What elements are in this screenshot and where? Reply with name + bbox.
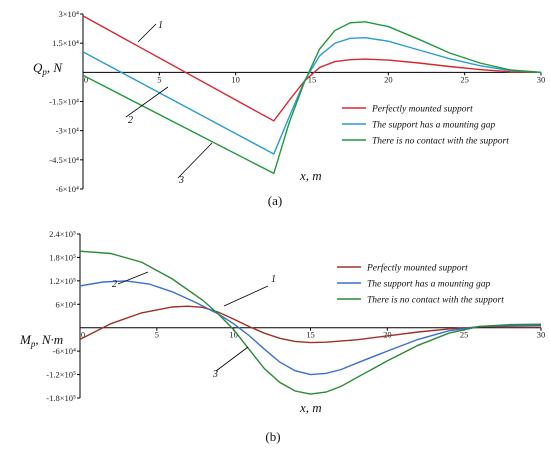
x-tick-label: 0 [81, 330, 85, 340]
panel-tag: (b) [265, 429, 280, 444]
y-tick-label: -6×10⁴ [53, 346, 76, 356]
curve-number-2: 2 [128, 115, 133, 126]
y-tick-label: 6×10⁴ [55, 299, 76, 309]
x-tick-label: 25 [460, 74, 469, 84]
x-tick-label: 30 [537, 330, 546, 340]
legend-label-3: There is no contact with the support [372, 137, 509, 147]
legend-label-3: There is no contact with the support [367, 296, 504, 306]
curve-leader-3 [177, 142, 213, 179]
y-tick-label: -1.5×10⁴ [49, 97, 79, 107]
curve-number-1: 1 [271, 274, 276, 285]
x-tick-label: 0 [84, 74, 88, 84]
x-tick-label: 30 [537, 74, 546, 84]
x-tick-label: 15 [306, 330, 315, 340]
x-tick-label: 25 [460, 330, 469, 340]
x-tick-label: 5 [157, 74, 161, 84]
x-tick-label: 5 [155, 330, 159, 340]
y-tick-label: 1.2×10⁵ [49, 276, 76, 286]
legend-label-2: The support has a mounting gap [372, 121, 495, 131]
x-axis-label: x, m [299, 168, 322, 183]
series-line-3 [79, 250, 542, 395]
curve-leader-1 [137, 23, 157, 43]
curve-leader-2 [117, 271, 149, 285]
y-tick-label: 1.8×10⁵ [49, 252, 76, 262]
series-line-1 [82, 15, 542, 122]
y-tick-label: -1.2×10⁵ [46, 370, 76, 380]
y-tick-label: -4.5×10⁴ [49, 155, 79, 165]
curve-number-3: 3 [178, 175, 184, 186]
x-tick-label: 10 [231, 74, 240, 84]
curve-leader-2 [125, 86, 169, 118]
series-line-2 [82, 36, 542, 155]
x-axis-label: x, m [299, 400, 322, 415]
y-tick-label: -1.8×10⁵ [46, 393, 76, 403]
series-line-2 [79, 280, 542, 376]
curve-number-2: 2 [112, 279, 117, 290]
curve-leader-1 [223, 285, 269, 307]
y-tick-label: -3×10⁴ [56, 126, 79, 136]
x-tick-label: 10 [229, 330, 238, 340]
series-line-1 [79, 305, 542, 344]
y-axis-label: Qp, N [33, 60, 63, 77]
legend-label-1: Perfectly mounted support [366, 263, 468, 274]
y-tick-label: 1.5×10⁴ [52, 38, 79, 48]
curve-number-3: 3 [212, 369, 218, 380]
curve-leader-3 [215, 346, 249, 372]
curve-number-1: 1 [158, 20, 163, 31]
panel-tag: (a) [268, 193, 282, 208]
x-tick-label: 20 [383, 330, 392, 340]
series-line-3 [82, 21, 542, 175]
y-tick-label: 3×10⁴ [58, 9, 79, 19]
chart-panel-a: 0 5 10 15 20 25 30 3×10⁴ 1.5×10⁴ -1.5×10⁴ -3×10⁴ -4… [33, 9, 545, 208]
y-tick-label: 2.4×10⁵ [49, 229, 76, 239]
legend-label-2: The support has a mounting gap [367, 280, 490, 290]
legend-label-1: Perfectly mounted support [371, 104, 473, 115]
y-tick-label: -6×10⁴ [56, 184, 79, 194]
x-tick-label: 20 [384, 74, 393, 84]
x-tick-label: 15 [308, 74, 317, 84]
chart-panel-b: 0 5 10 15 20 25 30 2.4×10⁵ 1.8×10⁵ 1.2×10⁵ 6×10⁴ -6… [19, 229, 545, 444]
y-axis-label: Mp, N·m [19, 332, 63, 349]
